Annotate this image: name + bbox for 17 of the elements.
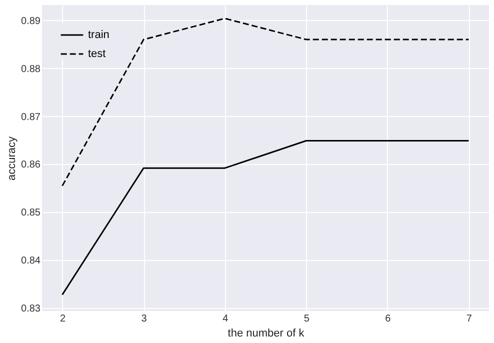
x-axis-title: the number of k — [228, 328, 305, 340]
y-tick-label: 0.87 — [21, 112, 41, 123]
x-tick-label: 3 — [141, 314, 148, 324]
y-axis-title: accuracy — [6, 136, 18, 181]
x-tick-label: 4 — [222, 314, 229, 324]
y-tick-label: 0.84 — [21, 256, 41, 267]
x-tick-label: 5 — [304, 314, 310, 324]
y-tick-label: 0.85 — [21, 208, 41, 219]
y-tick-label: 0.88 — [21, 64, 41, 75]
y-tick-label: 0.86 — [21, 160, 41, 171]
x-tick-label: 6 — [385, 314, 392, 324]
legend-label: train — [88, 29, 110, 41]
x-tick-label: 7 — [466, 314, 472, 324]
legend-label: test — [88, 48, 106, 60]
x-tick-label: 2 — [60, 314, 66, 324]
y-tick-label: 0.83 — [21, 304, 41, 315]
y-tick-label: 0.89 — [21, 16, 41, 27]
